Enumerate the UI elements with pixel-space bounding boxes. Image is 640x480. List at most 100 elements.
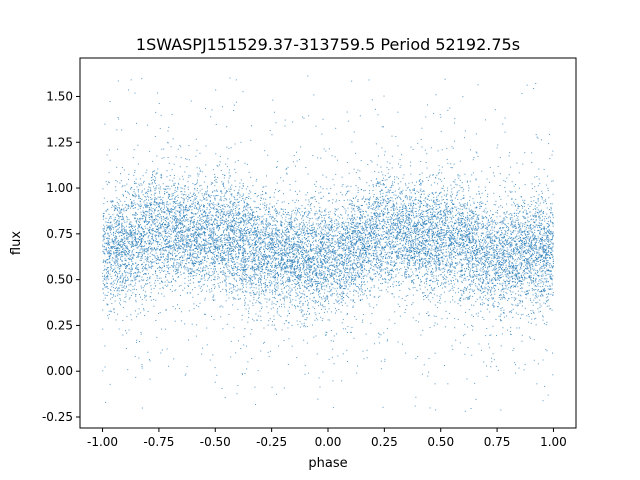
data-point <box>402 201 404 203</box>
data-point <box>466 212 468 214</box>
data-point <box>518 264 520 266</box>
data-point <box>533 200 535 202</box>
data-point <box>378 182 380 184</box>
data-point <box>283 258 285 260</box>
data-point <box>187 207 189 209</box>
data-point <box>536 238 538 239</box>
data-point <box>502 227 504 229</box>
data-point <box>117 215 119 217</box>
data-point <box>230 260 232 262</box>
data-point <box>402 280 404 282</box>
data-point <box>457 279 459 281</box>
data-point <box>265 185 267 187</box>
data-point <box>231 273 232 275</box>
data-point <box>379 219 381 221</box>
data-point <box>312 227 314 229</box>
data-point <box>210 236 212 238</box>
data-point <box>546 273 548 275</box>
data-point <box>429 205 431 207</box>
data-point <box>346 281 348 283</box>
data-point <box>337 221 339 223</box>
data-point <box>535 220 537 222</box>
data-point <box>342 229 344 231</box>
data-point <box>216 195 218 197</box>
data-point <box>426 215 428 217</box>
data-point <box>520 282 522 284</box>
data-point <box>475 225 477 227</box>
data-point <box>149 208 151 210</box>
data-point <box>132 254 134 256</box>
data-point <box>131 240 133 242</box>
data-point <box>532 209 534 211</box>
data-point <box>552 180 554 182</box>
data-point <box>324 285 326 287</box>
data-point <box>340 257 342 259</box>
data-point <box>421 243 423 245</box>
data-point <box>121 219 123 221</box>
data-point <box>503 246 505 248</box>
data-point <box>241 187 243 189</box>
data-point <box>141 227 143 229</box>
data-point <box>337 208 339 210</box>
data-point <box>334 241 336 243</box>
data-point <box>520 300 522 302</box>
data-point <box>275 230 277 232</box>
data-point <box>236 214 238 216</box>
data-point <box>140 203 142 205</box>
data-point <box>258 266 260 268</box>
data-point <box>361 238 363 240</box>
data-point <box>169 245 171 247</box>
data-point <box>119 268 121 270</box>
data-point <box>386 244 388 245</box>
data-point <box>422 262 424 264</box>
data-point <box>166 176 168 178</box>
data-point <box>321 234 323 236</box>
data-point <box>211 237 213 239</box>
data-point <box>408 237 410 239</box>
data-point <box>222 204 224 206</box>
data-point <box>473 304 475 306</box>
data-point <box>163 249 165 251</box>
data-point <box>310 209 312 211</box>
data-point <box>513 299 515 301</box>
data-point <box>166 243 168 245</box>
data-point <box>510 265 512 267</box>
data-point <box>179 261 181 263</box>
data-point <box>464 257 466 259</box>
data-point <box>428 227 430 229</box>
data-point <box>267 260 268 262</box>
data-point <box>204 235 206 237</box>
data-point <box>127 191 129 193</box>
data-point <box>311 232 313 234</box>
data-point <box>206 216 208 218</box>
data-point <box>441 245 443 247</box>
data-point <box>316 272 318 274</box>
data-point <box>341 224 343 226</box>
data-point <box>436 174 438 176</box>
data-point <box>536 202 538 204</box>
data-point <box>145 204 147 206</box>
data-point <box>228 269 230 271</box>
data-point <box>397 237 399 239</box>
data-point <box>411 196 413 198</box>
data-point <box>201 204 203 206</box>
data-point <box>428 195 430 197</box>
data-point <box>161 223 163 225</box>
data-point <box>431 235 433 237</box>
data-point <box>249 300 251 302</box>
data-point <box>546 175 548 177</box>
data-point <box>421 373 423 375</box>
data-point <box>134 233 136 235</box>
data-point <box>406 235 408 237</box>
data-point <box>534 236 536 238</box>
data-point <box>282 251 284 253</box>
data-point <box>390 269 392 271</box>
data-point <box>233 240 235 242</box>
data-point <box>134 284 136 286</box>
data-point <box>265 198 267 200</box>
data-point <box>370 226 372 228</box>
data-point <box>184 323 186 325</box>
data-point <box>292 121 294 123</box>
data-point <box>430 240 432 242</box>
data-point <box>522 253 524 255</box>
